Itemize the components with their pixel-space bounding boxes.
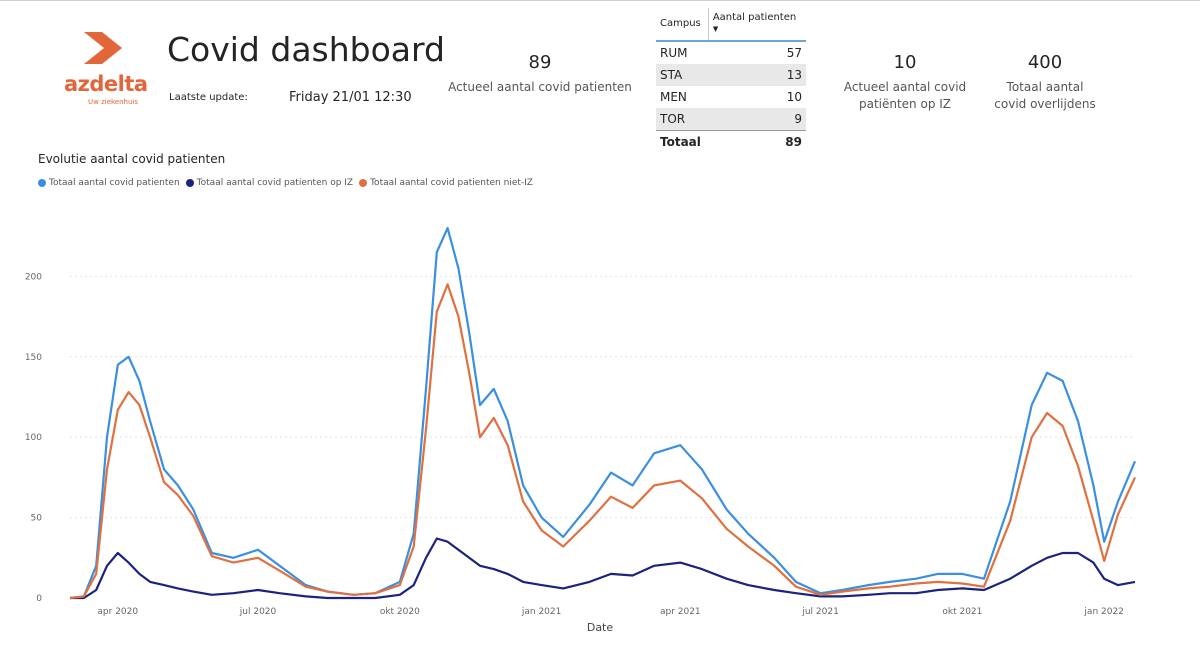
kpi-value: 400 [1027,52,1063,73]
x-axis-label: Date [587,621,614,634]
sort-desc-icon: ▼ [712,25,719,33]
x-tick-label: jul 2021 [801,607,838,617]
legend-item-iz[interactable]: Totaal aantal covid patienten op IZ [185,178,354,188]
legend-label: Totaal aantal covid patienten [49,178,180,188]
legend-item-total[interactable]: Totaal aantal covid patienten [38,178,180,188]
table-cell-count: 13 [708,64,806,86]
kpi-current-patients: 89 Actueel aantal covid patienten [440,52,640,96]
x-tick-label: jan 2021 [521,607,562,617]
table-total-count: 89 [708,130,806,153]
table-cell-count: 57 [786,46,802,60]
x-tick-label: jul 2020 [239,607,277,617]
chart-title: Evolutie aantal covid patienten [38,152,226,166]
table-cell-campus: TOR [656,108,709,131]
page-title: Covid dashboard [167,30,445,69]
kpi-label-line: covid overlijdens [994,97,1096,111]
y-tick-label: 0 [36,594,42,604]
series-line-iz [70,537,1136,600]
legend-dot-icon [38,179,46,187]
chart-legend: Totaal aantal covid patienten Totaal aan… [38,178,533,188]
table-row: MEN 10 [656,86,806,108]
x-tick-label: okt 2020 [380,607,420,617]
column-header-count[interactable]: Aantal patienten ▼ [707,8,806,42]
kpi-label-line: Actueel aantal covid [843,80,967,94]
campus-table: Campus Aantal patienten ▼ RUM 57 STA 13 M… [656,8,806,153]
kpi-value: 10 [893,52,917,73]
series-line-total [69,226,1137,600]
line-chart[interactable]: 0 50 100 150 200 apr 2020 jul 2020 okt 2020 jan … [0,195,1200,645]
update-label: Laatste update: [169,92,248,103]
table-row: TOR 9 [656,108,806,131]
kpi-label: Actueel aantal covid patienten [448,80,632,94]
table-row: RUM 57 [656,41,806,64]
kpi-total-deaths: 400 Totaal aantal covid overlijdens [975,52,1115,113]
legend-label: Totaal aantal covid patienten op IZ [196,178,354,188]
top-border [0,0,1200,1]
x-tick-label: apr 2020 [97,607,138,617]
table-total-row: Totaal 89 [656,130,806,153]
update-value: Friday 21/01 12:30 [289,90,412,105]
y-tick-label: 100 [25,433,42,443]
x-tick-label: apr 2021 [660,607,701,617]
kpi-label: Totaal aantal covid overlijdens [975,79,1115,113]
table-total-label: Totaal [656,130,709,153]
kpi-label-line: patiënten op IZ [858,97,952,111]
legend-dot-icon [359,179,368,187]
logo-subtext: Uw ziekenhuis [88,98,139,106]
column-header-campus[interactable]: Campus [656,8,709,42]
logo-text: azdelta [64,72,148,96]
x-tick-label: okt 2021 [942,607,982,617]
y-tick-label: 200 [25,272,42,282]
table-cell-campus: MEN [660,90,687,104]
legend-dot-icon [185,179,194,187]
table-cell-count: 9 [708,108,806,131]
table-row: STA 13 [656,64,806,86]
legend-label: Totaal aantal covid patienten niet-IZ [370,178,533,188]
table-cell-campus: RUM [660,46,688,60]
y-tick-label: 50 [31,514,43,524]
kpi-icu-patients: 10 Actueel aantal covid patiënten op IZ [830,52,980,113]
legend-item-niet-iz[interactable]: Totaal aantal covid patienten niet-IZ [359,178,533,188]
y-tick-label: 150 [25,353,42,363]
table-cell-count: 10 [786,90,802,104]
kpi-label-line: Totaal aantal [1006,80,1084,94]
kpi-value: 89 [528,52,552,73]
kpi-label: Actueel aantal covid patiënten op IZ [830,79,980,113]
logo-chevron-icon [84,32,122,64]
x-tick-label: jan 2022 [1083,607,1124,617]
series-line-niet-iz [69,283,1136,600]
table-cell-campus: STA [656,64,709,86]
column-header-count-label: Aantal patienten [712,12,797,23]
az-delta-logo: azdelta Uw ziekenhuis [60,28,155,108]
